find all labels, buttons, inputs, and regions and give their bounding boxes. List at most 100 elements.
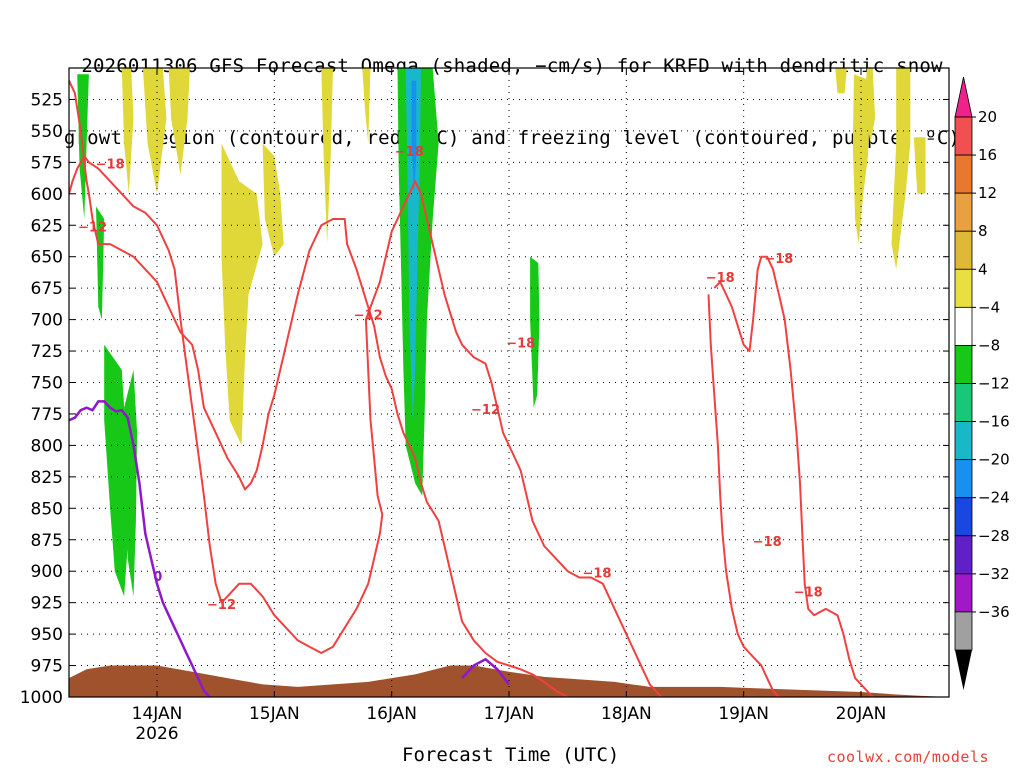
y-tick-label: 900 bbox=[31, 562, 63, 582]
y-tick-label: 875 bbox=[31, 531, 63, 551]
dgz-contour-label: −12 bbox=[471, 403, 500, 418]
colorbar-tick-label: 4 bbox=[978, 260, 988, 278]
y-tick-label: 550 bbox=[31, 122, 63, 142]
colorbar-tick-label: 8 bbox=[978, 222, 988, 240]
colorbar-tick-label: −32 bbox=[978, 565, 1010, 583]
x-tick-label: 17JAN bbox=[484, 704, 535, 724]
y-tick-label: 650 bbox=[31, 248, 63, 268]
y-tick-label: 950 bbox=[31, 625, 63, 645]
x-tick-label: 19JAN bbox=[718, 704, 769, 724]
y-tick-label: 750 bbox=[31, 374, 63, 394]
colorbar-tick-label: −28 bbox=[978, 527, 1010, 545]
x-axis-title: Forecast Time (UTC) bbox=[402, 744, 620, 766]
omega-shade-region bbox=[104, 344, 128, 597]
colorbar-swatch bbox=[954, 154, 973, 194]
terrain-below-ground bbox=[69, 665, 949, 697]
dgz-isotherm-contour bbox=[707, 294, 780, 697]
dgz-contour-label: −18 bbox=[506, 336, 535, 351]
x-tick-label: 14JAN bbox=[132, 704, 183, 724]
colorbar: 20 16 12 8 4 −4 −8 −12 −16 −20 −24 −28 −32 −36 bbox=[954, 76, 1010, 690]
omega-shade-region bbox=[168, 68, 190, 175]
dgz-contour-label: −12 bbox=[207, 598, 236, 613]
x-tick-label: 18JAN bbox=[601, 704, 652, 724]
omega-shade-region bbox=[891, 68, 911, 270]
chart-title: 2026011306 GFS Forecast Omega (shaded, −… bbox=[0, 6, 1024, 174]
colorbar-tick-label: 20 bbox=[978, 108, 997, 126]
colorbar-arrow-top bbox=[955, 77, 972, 117]
omega-shade-region bbox=[530, 256, 540, 408]
y-tick-label: 525 bbox=[31, 90, 63, 110]
dgz-isotherm-contour bbox=[713, 255, 874, 697]
colorbar-tick-label: −12 bbox=[978, 375, 1010, 393]
y-tick-label: 975 bbox=[31, 657, 63, 677]
plot-area: −18 −12 −18 −12 −18 −12 −12 −18 −18 −18 −18 −18 0 bbox=[68, 67, 950, 698]
colorbar-tick-label: −20 bbox=[978, 451, 1010, 469]
colorbar-swatch bbox=[954, 421, 973, 461]
dgz-contour-label: −18 bbox=[395, 145, 424, 160]
colorbar-swatch bbox=[954, 192, 973, 232]
y-tick-label: 775 bbox=[31, 405, 63, 425]
omega-shade-region bbox=[405, 68, 421, 421]
dgz-contour-label: −18 bbox=[753, 535, 782, 550]
y-tick-label: 625 bbox=[31, 216, 63, 236]
omega-shade-region bbox=[321, 68, 333, 245]
x-tick-sublabel: 2026 bbox=[135, 724, 178, 744]
plot-content: −18 −12 −18 −12 −18 −12 −12 −18 −18 −18 −18 −18 0 bbox=[69, 68, 949, 697]
title-line-2: growth region (contoured, red, ºC) and f… bbox=[63, 127, 961, 149]
colorbar-arrow-outline bbox=[954, 76, 973, 118]
colorbar-tick-label: 12 bbox=[978, 184, 997, 202]
dgz-isotherm-contour bbox=[69, 80, 569, 697]
y-tick-label: 725 bbox=[31, 342, 63, 362]
omega-shade-region bbox=[852, 74, 871, 245]
colorbar-swatch bbox=[954, 383, 973, 422]
omega-shade-region bbox=[411, 80, 417, 194]
x-tick-label: 20JAN bbox=[836, 704, 887, 724]
y-tick-label: 1000 bbox=[20, 688, 63, 708]
freezing-level-contour bbox=[461, 657, 510, 686]
omega-shade-region bbox=[835, 68, 847, 94]
colorbar-swatch bbox=[954, 459, 973, 499]
colorbar-tick-label: −4 bbox=[978, 298, 1000, 316]
colorbar-swatch bbox=[954, 306, 973, 346]
colorbar-tick-label: −8 bbox=[978, 336, 1000, 354]
colorbar-swatch bbox=[954, 268, 973, 308]
dgz-contour-label: −12 bbox=[78, 221, 107, 236]
source-credit: coolwx.com/models bbox=[827, 748, 990, 766]
omega-shade-region bbox=[221, 143, 263, 446]
omega-shade-region bbox=[121, 68, 134, 194]
title-line-1: 2026011306 GFS Forecast Omega (shaded, −… bbox=[81, 55, 943, 77]
y-tick-label: 925 bbox=[31, 594, 63, 614]
freezing-level-label: 0 bbox=[153, 570, 162, 585]
dgz-contour-label: −18 bbox=[96, 158, 125, 173]
y-tick-label: 700 bbox=[31, 311, 63, 331]
dgz-contour-label: −12 bbox=[354, 309, 383, 324]
colorbar-swatch bbox=[954, 611, 973, 651]
y-tick-label: 600 bbox=[31, 185, 63, 205]
colorbar-swatch bbox=[954, 573, 973, 613]
colorbar-tick-label: 16 bbox=[978, 146, 997, 164]
colorbar-swatch bbox=[954, 116, 973, 156]
colorbar-tick-label: −36 bbox=[978, 603, 1010, 621]
dgz-contour-label: −18 bbox=[794, 585, 823, 600]
omega-shade-region bbox=[142, 68, 167, 194]
colorbar-tick-label: −16 bbox=[978, 413, 1010, 431]
colorbar-swatch bbox=[954, 345, 973, 384]
dgz-contour-label: −18 bbox=[706, 271, 735, 286]
y-axis: 525 550 575 600 625 650 675 700 725 750 775 800 825 8… bbox=[20, 90, 949, 708]
y-tick-label: 825 bbox=[31, 468, 63, 488]
colorbar-swatch bbox=[954, 535, 973, 575]
colorbar-arrow-bottom bbox=[955, 650, 972, 690]
dgz-contour-label: −18 bbox=[583, 566, 612, 581]
y-tick-label: 675 bbox=[31, 279, 63, 299]
colorbar-swatch bbox=[954, 230, 973, 270]
y-tick-label: 800 bbox=[31, 436, 63, 456]
omega-shade-region bbox=[262, 143, 284, 257]
omega-shade-region bbox=[124, 369, 138, 597]
colorbar-tick-label: −24 bbox=[978, 489, 1010, 507]
x-tick-label: 15JAN bbox=[249, 704, 300, 724]
omega-shade-region bbox=[96, 206, 105, 320]
dgz-contour-label: −18 bbox=[764, 252, 793, 267]
freezing-level-contour bbox=[69, 400, 211, 697]
